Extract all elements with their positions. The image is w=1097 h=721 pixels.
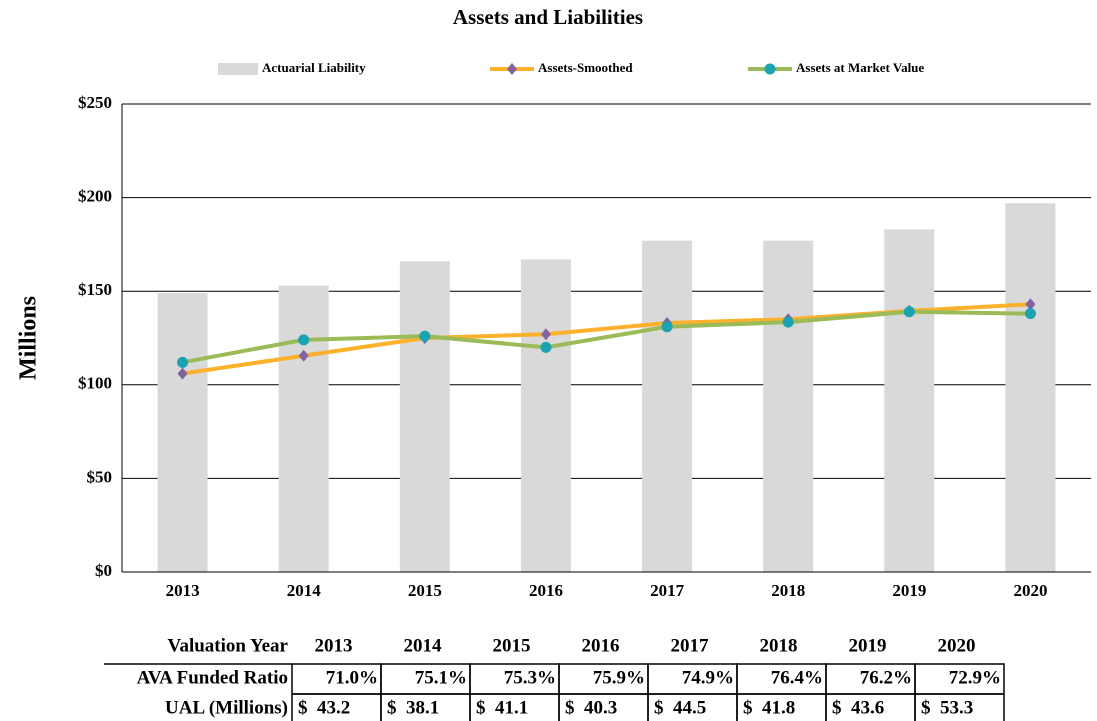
legend-marker [764,63,776,75]
table-cell-text: $ 41.1 [476,697,528,718]
x-tick-label: 2018 [771,581,805,600]
line [182,309,1031,365]
bar [399,261,450,572]
table-cell-text: $ 41.8 [743,697,795,718]
x-tick-label: 2017 [650,581,685,600]
bar [520,259,571,572]
x-tick-label: 2013 [166,581,200,600]
table-cell-text: 75.9% [593,667,645,688]
table-header: 2019 [849,635,887,656]
table-cell-text: 76.4% [771,667,823,688]
point [1024,308,1036,320]
table-header: 2013 [315,635,353,656]
table-cell-text: $ 43.6 [832,697,884,718]
table-row-label: UAL (Millions) [165,697,288,718]
legend-label: Assets at Market Value [796,60,924,75]
y-axis-label: Millions [16,296,42,380]
table-cell-text: $ 53.3 [921,697,973,718]
x-tick-label: 2015 [408,581,442,600]
table-header: 2018 [760,635,798,656]
x-tick-label: 2020 [1013,581,1047,600]
table-cell-text: 72.9% [949,667,1001,688]
y-tick-label: $150 [78,280,112,299]
bar [157,293,208,572]
table-cell-text: $ 38.1 [387,697,439,718]
y-tick-label: $100 [78,374,112,393]
bar [1005,203,1056,572]
table-cell [914,693,1005,721]
bar [884,229,935,572]
point [661,321,673,333]
point [540,328,551,341]
table-cell-text: $ 44.5 [654,697,706,718]
point [298,334,310,346]
point [782,316,794,328]
table-cell-text: 75.1% [415,667,467,688]
table-cell-text: 76.2% [860,667,912,688]
point [177,356,189,368]
table-cell-text: 74.9% [682,667,734,688]
x-tick-label: 2014 [287,581,322,600]
x-tick-label: 2019 [892,581,926,600]
y-tick-label: $250 [78,93,112,112]
table-header: 2017 [671,635,710,656]
y-tick-label: $200 [78,187,112,206]
point [177,367,188,380]
table-cell-text: 71.0% [326,667,378,688]
table-header: 2020 [938,635,976,656]
bar [642,240,693,572]
table-row-label: Valuation Year [167,635,288,656]
table-header: 2014 [404,635,443,656]
table-cell-text: $ 43.2 [298,697,350,718]
table-header: 2016 [582,635,620,656]
legend-label: Actuarial Liability [262,60,366,75]
point [298,349,309,362]
point [540,341,552,353]
table-header: 2015 [493,635,531,656]
bar [763,240,814,572]
x-tick-label: 2016 [529,581,563,600]
y-tick-label: $0 [95,561,112,580]
table-row-label: AVA Funded Ratio [137,667,288,688]
point [1025,298,1036,311]
chart-title: Assets and Liabilities [453,5,643,29]
table-cell-text: 75.3% [504,667,556,688]
legend-swatch [218,63,258,75]
bar [278,285,329,572]
point [419,330,431,342]
legend-marker [507,63,517,75]
point [903,306,915,318]
legend-label: Assets-Smoothed [538,60,633,75]
y-tick-label: $50 [87,467,113,486]
table-cell-text: $ 40.3 [565,697,617,718]
